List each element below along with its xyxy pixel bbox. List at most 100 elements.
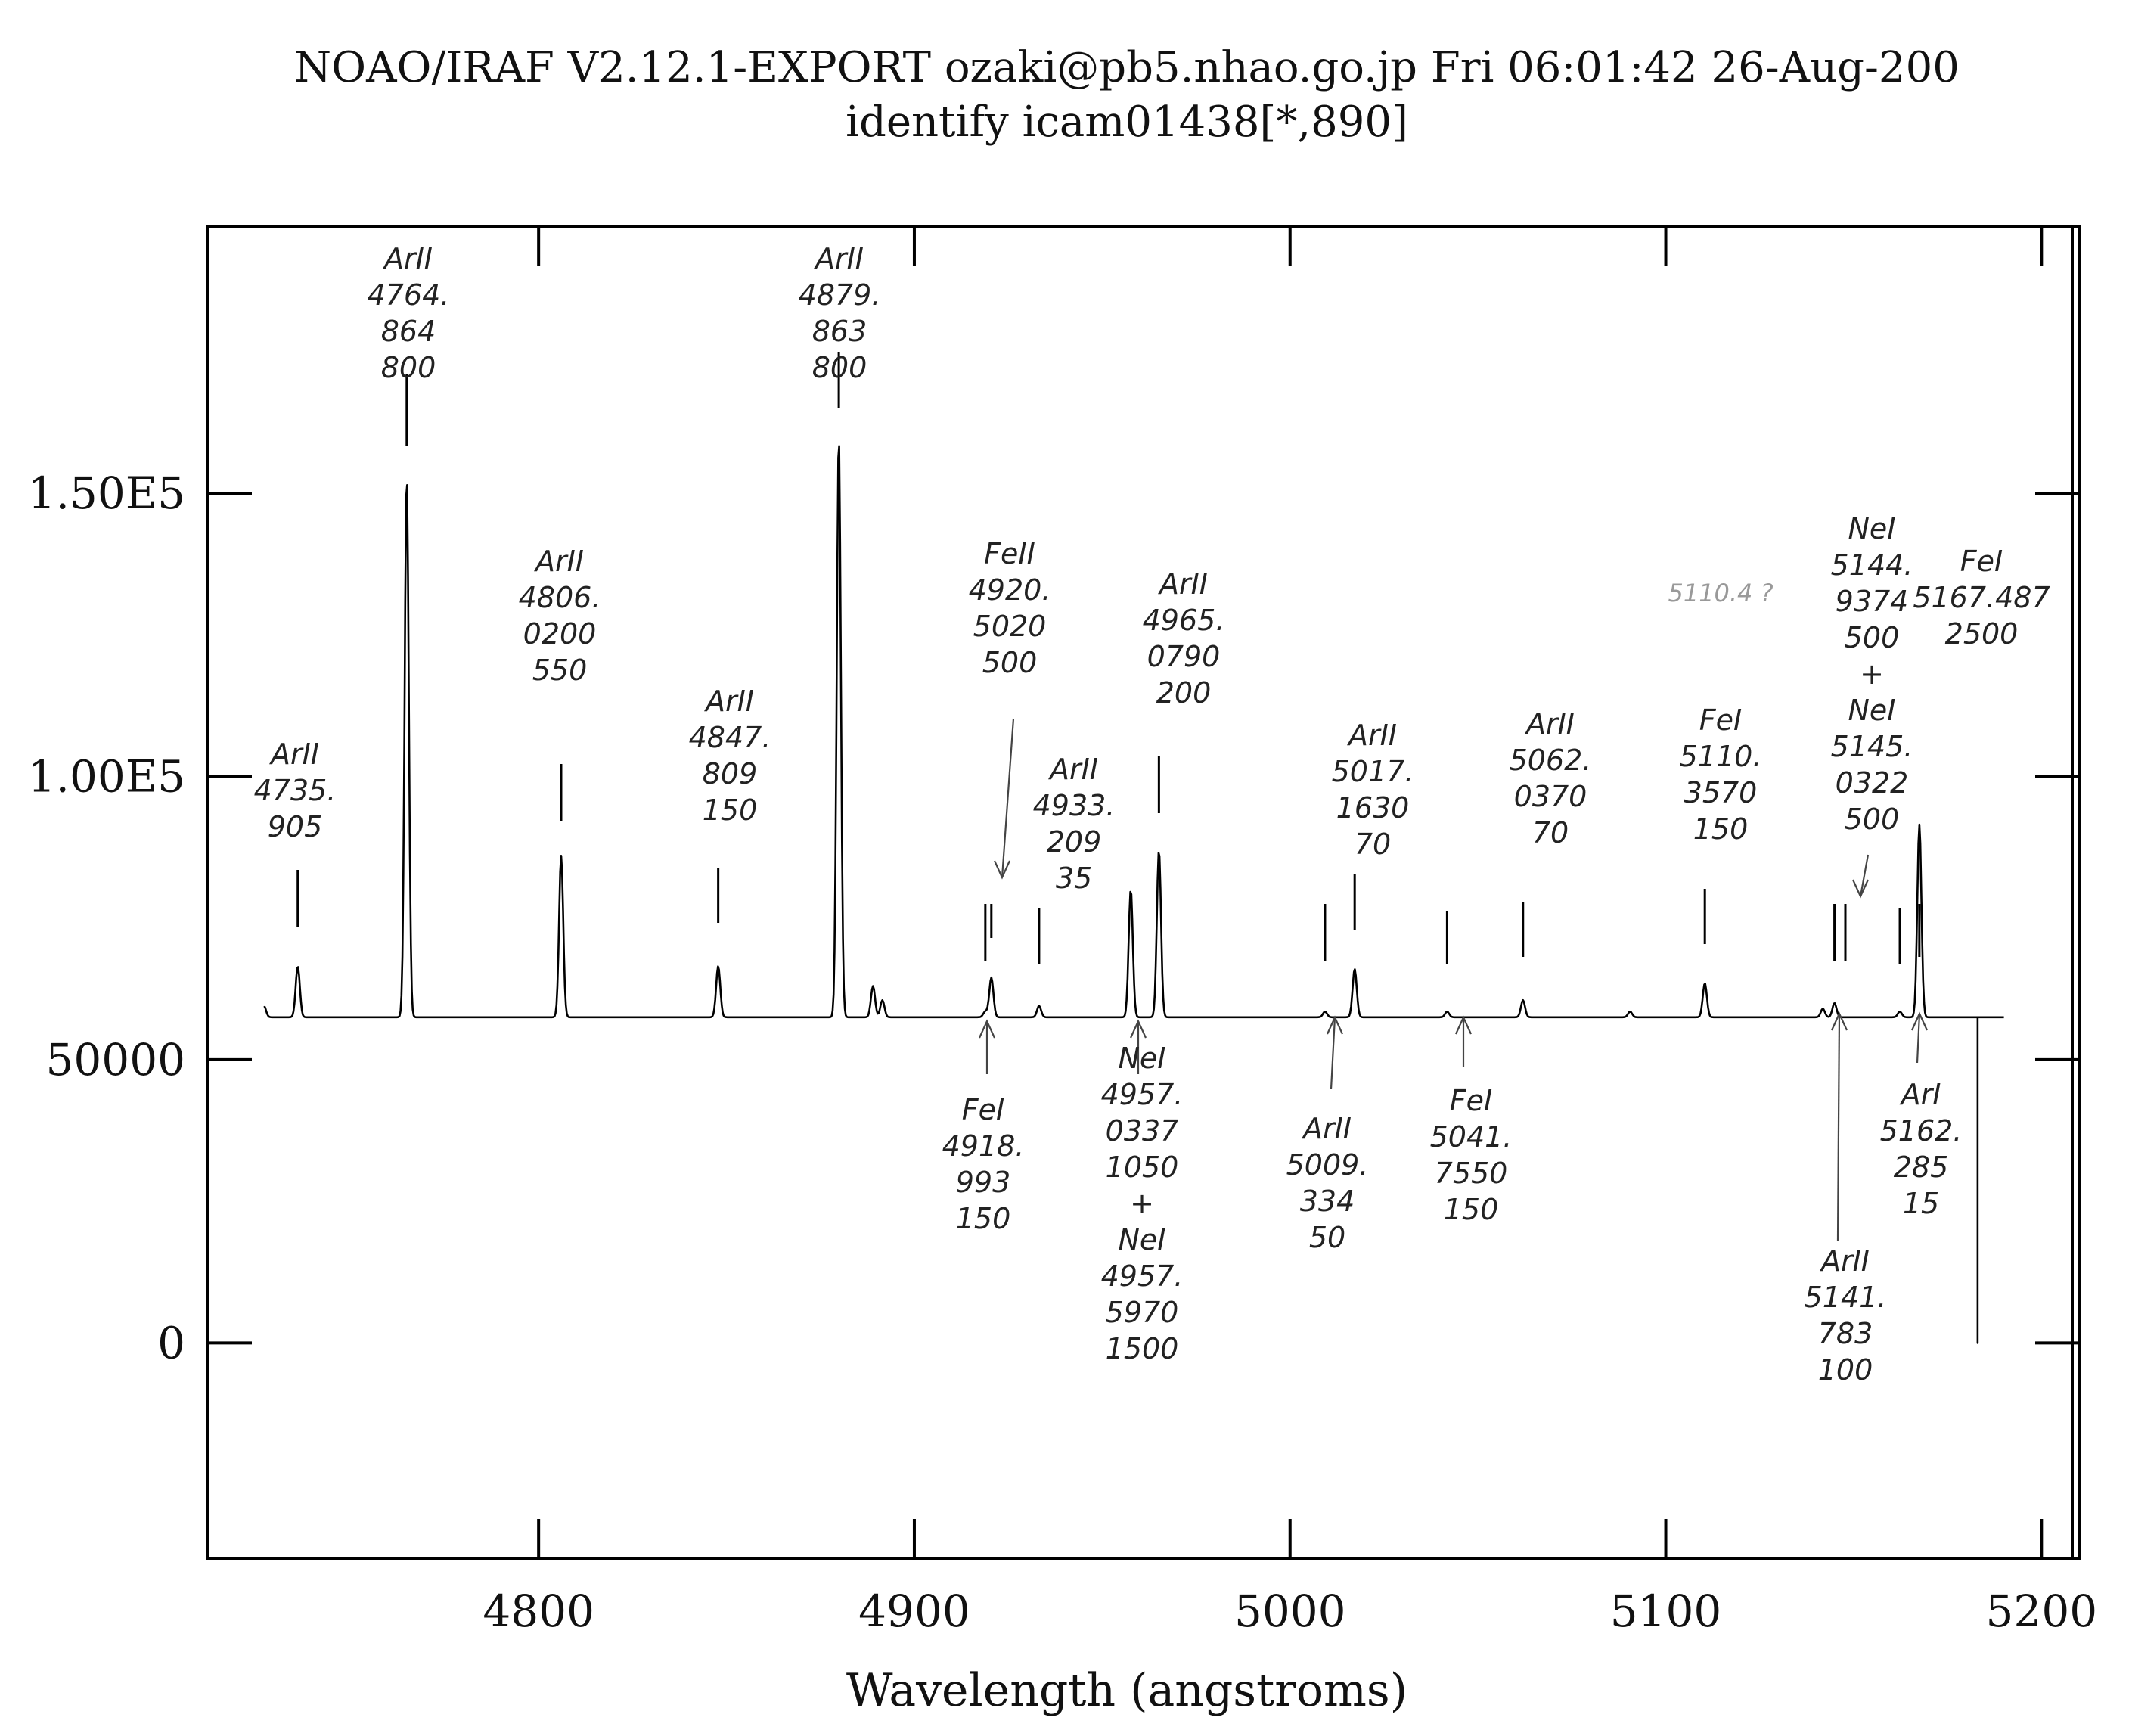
y-tick-label: 0 xyxy=(157,1317,185,1368)
line-id-text: ArII xyxy=(1301,1112,1352,1145)
line-id-text: 993 xyxy=(956,1166,1011,1199)
line-id-text: 1630 xyxy=(1336,791,1410,825)
arrow-head xyxy=(1326,1015,1344,1035)
x-tick-label: 5200 xyxy=(1986,1585,2098,1637)
arrow-head xyxy=(1851,879,1870,899)
line-id-text: 809 xyxy=(703,757,758,790)
line-id-text: 4965. xyxy=(1143,604,1225,637)
line-id-text: 150 xyxy=(1693,812,1749,846)
arrow-head xyxy=(1129,1019,1147,1039)
line-id-text: 4764. xyxy=(368,278,450,312)
line-id-text: 5020 xyxy=(973,610,1047,643)
line-id-text: 209 xyxy=(1047,825,1102,859)
line-id-text: ArII xyxy=(533,545,584,578)
line-id-text: 5141. xyxy=(1805,1281,1887,1314)
arrow-head xyxy=(993,860,1011,880)
line-id-text: FeI xyxy=(1699,703,1742,737)
line-id-text: 905 xyxy=(268,810,323,843)
line-id-text: 0790 xyxy=(1147,640,1221,673)
line-id-text: 1050 xyxy=(1106,1151,1179,1184)
line-id-text: 5970 xyxy=(1106,1296,1179,1329)
header-line-1: NOAO/IRAF V2.12.1-EXPORT ozaki@pb5.nhao.… xyxy=(294,43,1960,92)
spectrum-line xyxy=(263,445,2004,1344)
line-id-text: 5167.487 xyxy=(1913,581,2050,614)
line-id-text: 4957. xyxy=(1101,1259,1184,1293)
y-tick-label: 1.00E5 xyxy=(28,750,185,802)
x-tick-label: 4800 xyxy=(483,1585,594,1637)
line-id-text: 5144. xyxy=(1831,548,1913,582)
line-id-note: 5110.4 ? xyxy=(1668,579,1773,607)
line-id-text: ArII xyxy=(268,738,319,771)
line-id-text: FeI xyxy=(962,1093,1004,1126)
line-id-text: 5162. xyxy=(1880,1114,1963,1147)
line-id-text: 864 xyxy=(381,315,436,348)
x-axis-label: Wavelength (angstroms) xyxy=(846,1664,1407,1717)
line-id-text: 2500 xyxy=(1945,617,2019,651)
x-tick-label: 5100 xyxy=(1610,1585,1722,1637)
line-id-text: 200 xyxy=(1156,676,1212,710)
line-id-text: ArII xyxy=(813,242,864,275)
line-id-text: ArII xyxy=(1047,753,1098,786)
line-id-text: 334 xyxy=(1300,1185,1355,1218)
x-tick-label: 5000 xyxy=(1234,1585,1346,1637)
arrow-shaft xyxy=(1859,854,1870,897)
y-axis-ticks: 0 50000 1.00E5 1.50E5 xyxy=(28,467,2079,1368)
line-id-text: ArII xyxy=(382,242,433,275)
line-id-text: 4847. xyxy=(689,721,771,754)
line-id-text: 0322 xyxy=(1836,766,1909,800)
y-tick-label: 50000 xyxy=(45,1034,185,1085)
line-id-text: 5062. xyxy=(1510,744,1592,777)
line-id-text: 4806. xyxy=(519,581,601,614)
line-id-text: NeI xyxy=(1848,512,1895,545)
line-id-text: 15 xyxy=(1903,1187,1939,1220)
plot-frame xyxy=(206,225,2081,1560)
line-id-text: 150 xyxy=(1444,1193,1499,1226)
line-id-text: 4933. xyxy=(1033,789,1116,822)
line-id-text: 5009. xyxy=(1286,1148,1369,1182)
line-id-text: 500 xyxy=(1845,621,1900,654)
line-id-text: 4918. xyxy=(942,1129,1025,1163)
line-identifications: ArII4735.905ArII4764.864800ArII4806.0200… xyxy=(254,242,2050,1387)
line-id-text: FeII xyxy=(984,537,1035,570)
line-id-text: FeI xyxy=(1450,1084,1492,1117)
line-id-text: 4920. xyxy=(969,573,1051,607)
line-id-text: ArII xyxy=(1346,719,1397,752)
line-id-text: 0337 xyxy=(1106,1114,1179,1147)
line-id-text: 7550 xyxy=(1435,1157,1508,1190)
line-id-text: 35 xyxy=(1056,862,1092,895)
line-id-text: FeI xyxy=(1960,545,2003,578)
line-id-text: 5041. xyxy=(1430,1120,1513,1154)
arrow-head xyxy=(1910,1011,1929,1031)
line-id-text: 4957. xyxy=(1101,1078,1184,1111)
line-id-text: 0370 xyxy=(1514,780,1587,813)
line-id-text: ArII xyxy=(703,685,754,718)
arrow-shaft xyxy=(1916,1013,1921,1064)
line-id-text: 500 xyxy=(1845,803,1900,836)
x-axis-ticks: 4800 4900 5000 5100 5200 xyxy=(483,227,2097,1637)
line-id-text: NeI xyxy=(1118,1042,1165,1075)
line-id-text: 4879. xyxy=(799,278,881,312)
line-id-text: 70 xyxy=(1532,816,1569,849)
line-id-text: 800 xyxy=(812,351,867,384)
arrow-head xyxy=(1454,1015,1473,1035)
line-id-text: 150 xyxy=(956,1202,1011,1235)
line-id-text: ArII xyxy=(1819,1244,1870,1278)
line-id-text: 4735. xyxy=(254,774,337,807)
line-id-text: 863 xyxy=(812,315,867,348)
line-id-text: 3570 xyxy=(1684,776,1758,809)
line-id-text: 5110. xyxy=(1680,740,1762,773)
